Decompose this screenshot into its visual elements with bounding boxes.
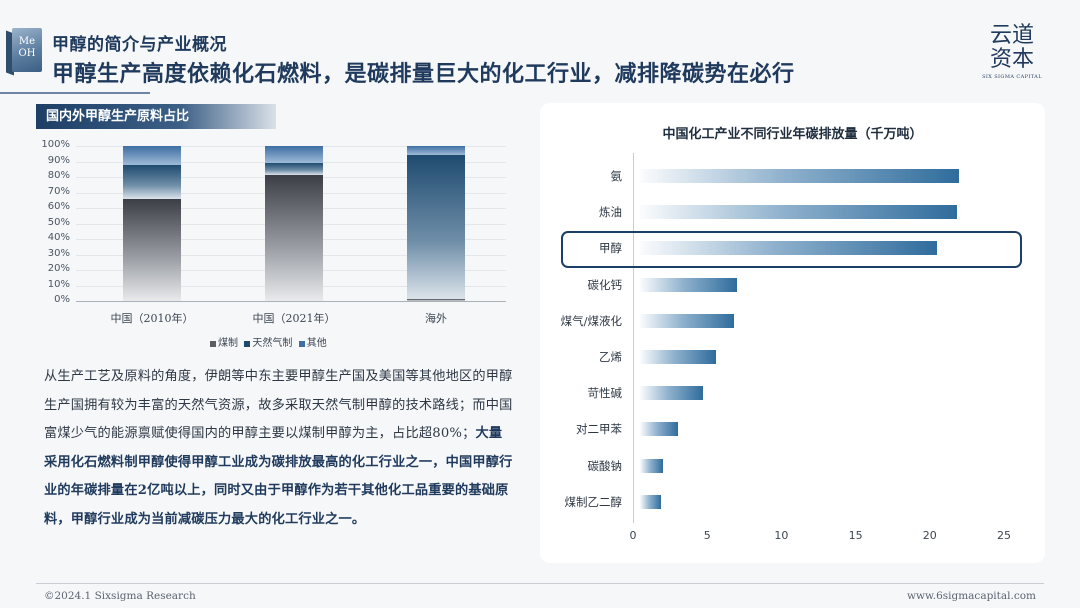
y-tick-label: 90% [47, 154, 70, 166]
category-label: 氨 [610, 169, 623, 183]
y-tick-label: 60% [47, 201, 70, 212]
category-label: 甲醇 [599, 241, 622, 256]
x-category-label: 中国（2010年） [110, 312, 194, 325]
legend-swatch-other [298, 340, 305, 347]
stacked-bar [265, 146, 323, 301]
emission-bar [640, 241, 938, 256]
header-accent-line [0, 92, 150, 94]
x-axis-line [76, 301, 506, 302]
x-tick-label: 0 [629, 529, 637, 542]
emission-bar [640, 422, 678, 437]
methanol-highlight-box [561, 231, 1022, 268]
bar-segment-other [265, 146, 323, 164]
footer-divider [36, 583, 1044, 584]
category-label: 煤气/煤液化 [560, 313, 622, 328]
emission-bar [640, 313, 734, 328]
bar-segment-coal [123, 198, 181, 301]
y-tick-label: 30% [47, 247, 70, 259]
y-tick-label: 70% [47, 185, 70, 197]
bar-segment-other [123, 146, 181, 165]
footer-website[interactable]: www.6sigmacapital.com [907, 590, 1036, 602]
paragraph-normal: 从生产工艺及原料的角度，伊朗等中东主要甲醇生产国及美国等其他地区的甲醇生产国拥有… [44, 369, 513, 441]
x-category-label: 海外 [425, 312, 447, 325]
brand-cn-line1: 云道 [989, 23, 1034, 48]
category-label: 炼油 [599, 205, 622, 220]
right-chart-title: 中国化工产业不同行业年碳排放量（千万吨） [662, 127, 923, 142]
bar-segment-gas [265, 163, 323, 176]
category-label: 碳酸钠 [587, 458, 623, 473]
emission-bar [640, 205, 957, 220]
category-label: 对二甲苯 [576, 422, 622, 437]
y-tick-label: 40% [47, 232, 70, 243]
legend-gas: 天然气制 [252, 338, 293, 349]
right-chart-axis [633, 153, 634, 523]
x-category-label: 中国（2021年） [252, 312, 336, 325]
brand-cn-line2: 资本 [989, 47, 1034, 72]
y-tick-label: 10% [47, 278, 70, 290]
category-label: 苛性碱 [587, 386, 623, 401]
left-section-tag: 国内外甲醇生产原料占比 [36, 104, 276, 129]
section-subtitle: 甲醇的简介与产业概况 [52, 35, 227, 55]
x-tick-label: 20 [922, 529, 937, 542]
emission-bar [640, 277, 737, 292]
left-chart-legend: 煤制 天然气制 其他 [210, 334, 327, 349]
bar-segment-gas [123, 164, 181, 199]
category-label: 乙烯 [599, 350, 622, 364]
emission-bar [640, 169, 960, 183]
footer-copyright: ©2024.1 Sixsigma Research [44, 590, 196, 602]
y-tick-label: 0% [54, 294, 70, 305]
stacked-bar [407, 146, 465, 301]
emission-bar [640, 386, 703, 401]
legend-coal: 煤制 [218, 338, 238, 349]
stacked-bar [123, 146, 181, 301]
methanol-cube-logo: Me OH [6, 28, 44, 76]
cube-face: Me OH [12, 28, 42, 72]
emission-bar [640, 350, 717, 364]
category-label: 煤制乙二醇 [564, 494, 623, 509]
legend-swatch-coal [210, 340, 216, 347]
bar-segment-other [407, 146, 465, 156]
emission-bar [640, 494, 662, 509]
y-tick-label: 50% [47, 216, 70, 228]
bar-segment-gas [407, 155, 465, 300]
x-tick-label: 5 [703, 529, 711, 542]
y-tick-label: 80% [47, 170, 70, 181]
brand-en: SIX SIGMA CAPITAL [982, 74, 1042, 80]
y-tick-label: 100% [41, 139, 70, 150]
emission-bar [640, 458, 663, 473]
legend-other: 其他 [306, 338, 327, 349]
category-label: 碳化钙 [587, 277, 623, 292]
bar-segment-coal [265, 175, 323, 301]
slide-title: 甲醇生产高度依赖化石燃料，是碳排量巨大的化工行业，减排降碳势在必行 [52, 61, 795, 87]
x-tick-label: 25 [997, 529, 1011, 542]
paragraph-bold: 大量采用化石燃料制甲醇使得甲醇工业成为碳排放最高的化工行业之一，中国甲醇行业的年… [44, 426, 513, 527]
legend-swatch-gas [244, 340, 251, 347]
y-tick-label: 20% [47, 263, 70, 274]
x-tick-label: 15 [848, 529, 863, 542]
bar-segment-coal [407, 299, 465, 301]
x-tick-label: 10 [774, 529, 789, 542]
brand-logo: 云道 资本 SIX SIGMA CAPITAL [982, 23, 1042, 81]
analysis-paragraph: 从生产工艺及原料的角度，伊朗等中东主要甲醇生产国及美国等其他地区的甲醇生产国拥有… [44, 363, 514, 534]
